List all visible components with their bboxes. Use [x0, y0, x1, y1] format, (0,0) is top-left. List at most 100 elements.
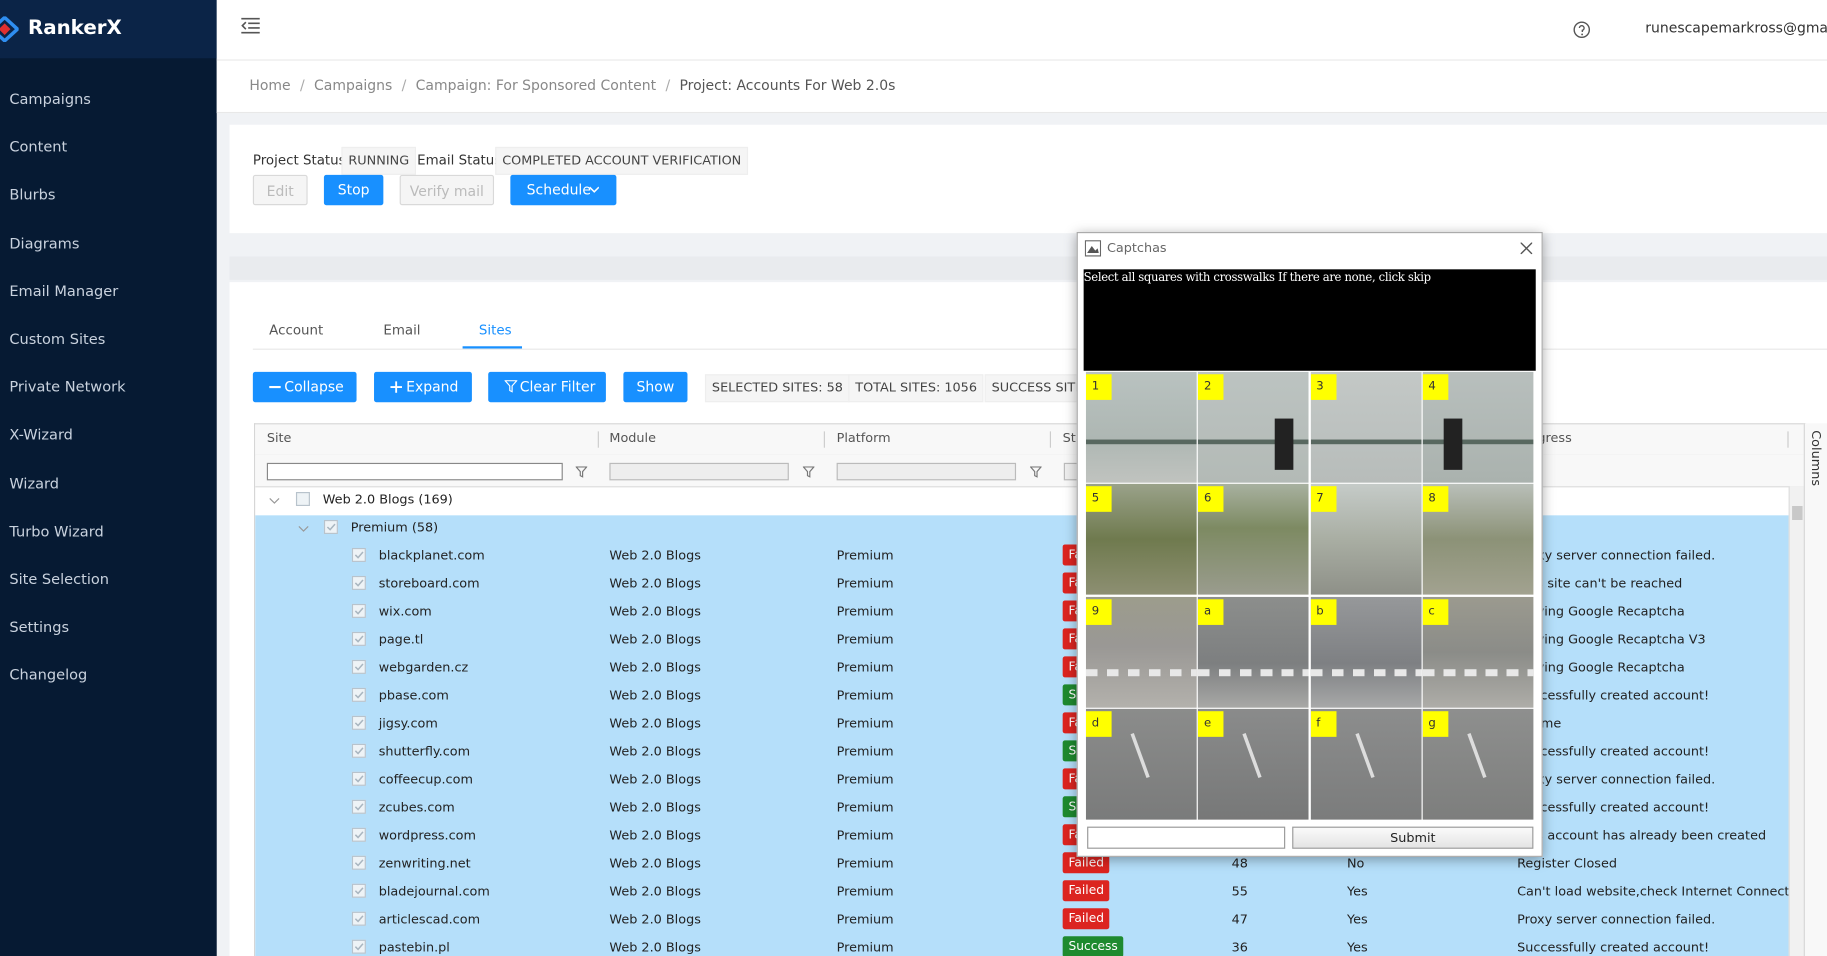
captcha-cell[interactable]: 9	[1085, 596, 1197, 708]
captcha-cell[interactable]: 1	[1085, 371, 1197, 483]
flag-cell: No	[1346, 855, 1365, 871]
cell-label: f	[1310, 711, 1337, 737]
crumb[interactable]: Campaigns	[314, 76, 393, 94]
group-toggle[interactable]	[298, 525, 309, 533]
pole	[1198, 439, 1309, 445]
module-cell: Web 2.0 Blogs	[609, 827, 701, 843]
checkbox[interactable]	[351, 771, 366, 786]
filter-icon[interactable]	[802, 466, 815, 478]
checkbox[interactable]	[351, 883, 366, 898]
clear-filter-button[interactable]: Clear Filter	[488, 371, 606, 403]
checkbox[interactable]	[351, 855, 366, 870]
checkbox[interactable]	[351, 575, 366, 590]
close-icon[interactable]	[1520, 242, 1533, 255]
schedule-button[interactable]: Schedule	[510, 174, 617, 206]
menu-item[interactable]: Campaigns	[9, 89, 91, 108]
lane-line	[1354, 732, 1375, 778]
captcha-cell[interactable]: 4	[1422, 371, 1534, 483]
captcha-cell[interactable]: 2	[1198, 371, 1309, 483]
expand-button[interactable]: Expand	[374, 371, 472, 403]
menu-item[interactable]: Custom Sites	[9, 329, 106, 348]
captcha-cell[interactable]: d	[1085, 708, 1197, 820]
checkbox[interactable]	[351, 743, 366, 758]
captcha-cell[interactable]: 6	[1198, 484, 1309, 595]
menu-item[interactable]: Site Selection	[9, 570, 110, 588]
menu-item[interactable]: Private Network	[9, 377, 126, 396]
checkbox[interactable]	[351, 603, 366, 618]
site-cell: wix.com	[378, 603, 432, 620]
checkbox[interactable]	[351, 547, 366, 562]
cell-label: c	[1422, 598, 1449, 625]
tab-active[interactable]: Sites	[478, 321, 512, 339]
platform-cell: Premium	[836, 603, 894, 620]
checkbox[interactable]	[351, 827, 366, 842]
captcha-cell[interactable]: 5	[1085, 484, 1197, 595]
captcha-cell[interactable]: e	[1198, 708, 1309, 820]
menu-item[interactable]: Content	[9, 137, 68, 156]
captcha-cell[interactable]: 7	[1310, 484, 1422, 595]
checkbox[interactable]	[295, 492, 310, 507]
captcha-cell[interactable]: 3	[1310, 371, 1422, 483]
group-toggle[interactable]	[269, 498, 280, 505]
menu-item[interactable]: Diagrams	[9, 233, 80, 252]
columns-tab[interactable]: Columns	[1808, 430, 1824, 487]
menu-item[interactable]: Changelog	[9, 666, 88, 684]
button-text: Collapse	[284, 378, 344, 396]
checkbox[interactable]	[351, 911, 366, 926]
captcha-input[interactable]	[1087, 826, 1286, 849]
message-cell: This site can't be reached	[1517, 575, 1683, 592]
submit-button[interactable]: Submit	[1292, 826, 1534, 849]
check	[354, 859, 364, 867]
stop-button[interactable]: Stop	[323, 174, 384, 206]
check	[354, 775, 364, 783]
checkbox[interactable]	[351, 631, 366, 646]
captcha-cell[interactable]: 8	[1422, 484, 1534, 595]
checkbox[interactable]	[351, 687, 366, 702]
captcha-cell[interactable]: b	[1310, 596, 1422, 708]
pole	[1310, 439, 1422, 445]
flag-cell: Yes	[1346, 883, 1368, 899]
checkbox[interactable]	[351, 939, 366, 954]
captcha-cell[interactable]: a	[1198, 596, 1309, 708]
menu-item[interactable]: Email Manager	[9, 281, 119, 300]
menu-item[interactable]: Blurbs	[9, 185, 56, 204]
message-cell: Solving Google Recaptcha	[1517, 603, 1685, 620]
filter-input[interactable]	[266, 462, 563, 481]
message-cell: Register Closed	[1517, 855, 1617, 871]
check	[354, 635, 364, 643]
tab[interactable]: Email	[383, 321, 421, 339]
verify-button[interactable]: Verify mail	[399, 174, 495, 206]
checkbox[interactable]	[323, 519, 338, 534]
platform-cell: Premium	[836, 743, 894, 760]
menu-item[interactable]: Settings	[9, 618, 70, 636]
help-icon[interactable]	[1573, 21, 1591, 39]
edit-button[interactable]: Edit	[252, 174, 308, 206]
crumb: Project: Accounts For Web 2.0s	[679, 76, 896, 94]
site-cell: zenwriting.net	[378, 855, 471, 871]
traffic-light	[1443, 418, 1463, 470]
menu-item[interactable]: X-Wizard	[9, 426, 73, 444]
filter-input[interactable]	[609, 462, 789, 481]
crumb[interactable]: Home	[249, 76, 291, 94]
filter-icon[interactable]	[1030, 466, 1042, 478]
filter-input[interactable]	[836, 462, 1017, 481]
show-button[interactable]: Show	[623, 371, 688, 403]
top-bar: runescapemarkross@gmail.co	[216, 0, 1827, 61]
status-tag: RUNNING	[341, 146, 417, 175]
crumb[interactable]: Campaign: For Sponsored Content	[415, 76, 657, 94]
captcha-cell[interactable]: g	[1422, 708, 1534, 820]
captcha-cell[interactable]: f	[1310, 708, 1422, 820]
message-cell: Proxy server connection failed.	[1517, 547, 1716, 564]
captcha-cell[interactable]: c	[1422, 596, 1534, 708]
menu-item[interactable]: Wizard	[9, 474, 60, 492]
user-email[interactable]: runescapemarkross@gmail.co	[1645, 19, 1827, 37]
message-cell: Proxy server connection failed.	[1517, 771, 1716, 787]
checkbox[interactable]	[351, 715, 366, 730]
menu-item[interactable]: Turbo Wizard	[9, 522, 104, 540]
filter-icon[interactable]	[575, 466, 588, 478]
collapse-button[interactable]: Collapse	[252, 371, 357, 403]
checkbox[interactable]	[351, 659, 366, 674]
checkbox[interactable]	[351, 799, 366, 814]
menu-toggle[interactable]	[241, 17, 260, 34]
tab[interactable]: Account	[269, 321, 324, 339]
